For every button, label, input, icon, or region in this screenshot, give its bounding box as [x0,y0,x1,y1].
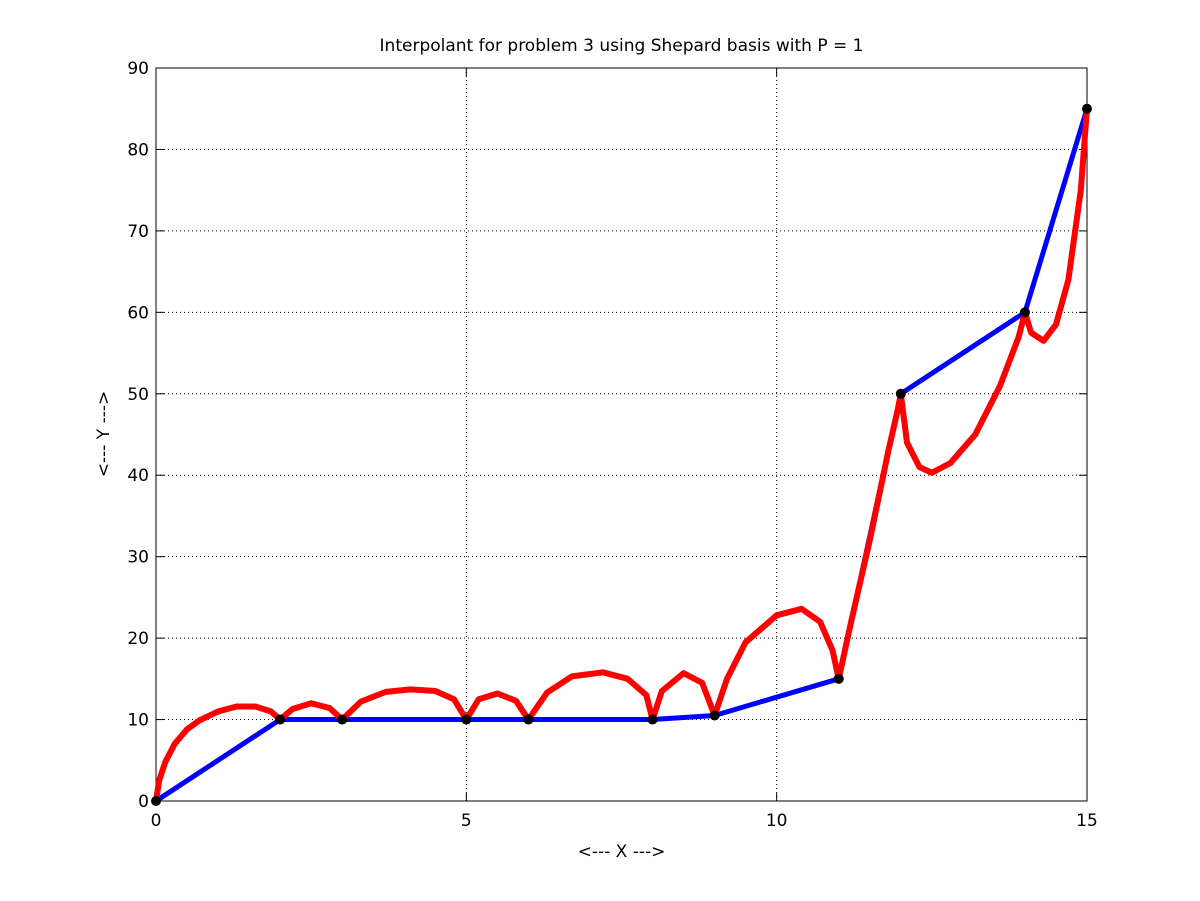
data-point [337,714,348,725]
data-point [1082,103,1092,114]
x-tick-label: 0 [151,811,162,831]
shepard-series-line [153,105,1090,804]
y-tick-label: 80 [127,140,149,160]
y-tick-label: 30 [127,548,149,568]
y-tick-label: 40 [127,466,149,486]
y-tick-label: 10 [127,711,149,731]
x-tick-label: 15 [1076,811,1098,831]
data-point [523,714,534,725]
x-axis-label: <--- X ---> [577,842,666,862]
data-point [647,714,658,725]
y-tick-label: 70 [127,222,149,242]
plot-frame [155,67,1088,802]
data-point [895,388,906,399]
data-point [151,796,161,806]
x-tick-label: 5 [461,811,472,831]
y-tick-label: 50 [127,385,149,405]
y-tick-label: 60 [127,303,149,323]
y-tick-label: 0 [138,792,149,812]
y-tick-label: 90 [127,59,149,79]
y-tick-label: 20 [127,629,149,649]
x-tick-label: 10 [766,811,788,831]
linear-series-line [153,106,1090,804]
data-point [1019,307,1030,318]
data-point [275,714,286,725]
chart-title: Interpolant for problem 3 using Shepard … [379,36,864,56]
data-point [833,673,844,684]
y-axis-label: <--- Y ---> [94,390,114,478]
data-point [709,710,720,721]
data-point [461,714,472,725]
